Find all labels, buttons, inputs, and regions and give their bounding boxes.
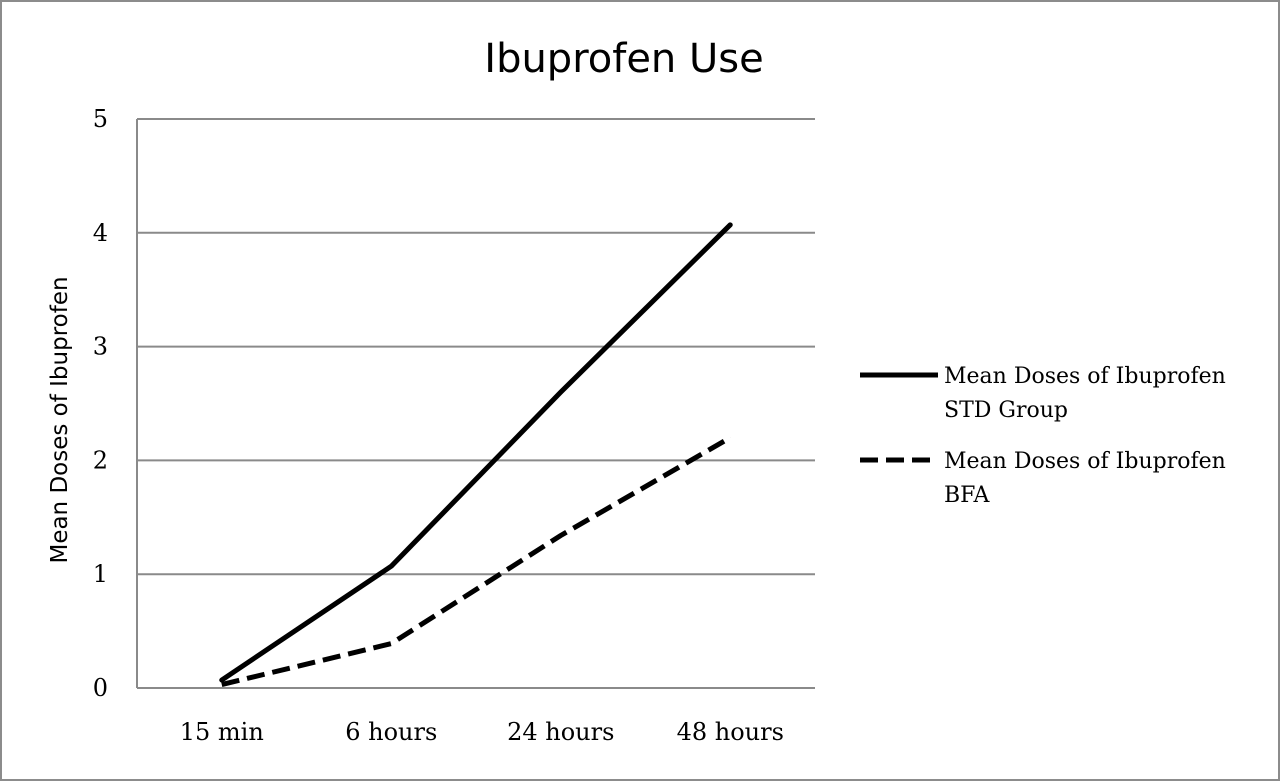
- axes: [136, 119, 815, 689]
- legend-label: Mean Doses of Ibuprofen: [944, 364, 1226, 389]
- x-tick-labels: 15 min 6 hours 24 hours 48 hours: [180, 718, 784, 746]
- series-line-2: [221, 435, 732, 688]
- legend-label: STD Group: [944, 398, 1068, 423]
- y-tick-label: 2: [93, 446, 108, 474]
- x-tick-label: 6 hours: [345, 718, 437, 746]
- x-tick-label: 48 hours: [677, 718, 784, 746]
- chart-title: Ibuprofen Use: [484, 36, 763, 82]
- legend: Mean Doses of Ibuprofen STD Group Mean Dos…: [860, 364, 1226, 508]
- x-tick-label: 24 hours: [507, 718, 614, 746]
- y-tick-labels: 0 1 2 3 4 5: [93, 105, 108, 702]
- y-tick-label: 3: [93, 333, 108, 361]
- y-tick-label: 5: [93, 105, 108, 133]
- gridlines: [137, 118, 815, 576]
- series-line-1: [219, 222, 733, 683]
- y-tick-label: 0: [93, 674, 108, 702]
- y-tick-label: 1: [93, 560, 108, 588]
- series-lines: [219, 222, 733, 688]
- y-tick-label: 4: [93, 219, 108, 247]
- legend-label: Mean Doses of Ibuprofen: [944, 449, 1226, 474]
- legend-label: BFA: [944, 483, 991, 508]
- x-tick-label: 15 min: [180, 718, 264, 746]
- y-axis-label: Mean Doses of Ibuprofen: [47, 276, 73, 563]
